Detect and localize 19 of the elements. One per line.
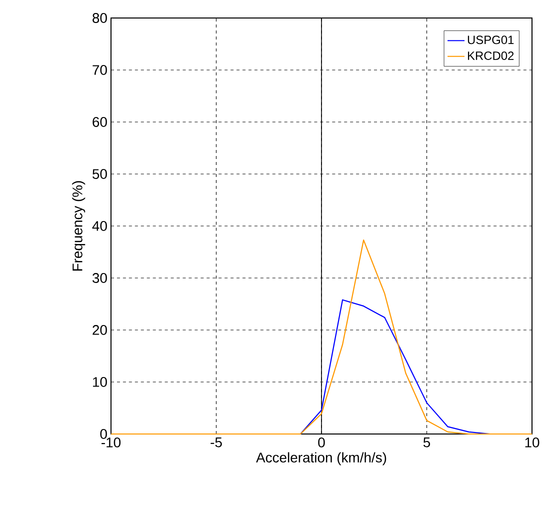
line-series <box>300 299 490 435</box>
x-tick-label: 10 <box>525 438 540 448</box>
y-tick-label: 10 <box>93 377 107 387</box>
y-tick-label: 30 <box>92 273 107 283</box>
y-tick-label: 60 <box>92 117 107 127</box>
x-tick-label: -5 <box>210 438 222 448</box>
legend-label: USPG01 <box>468 36 514 44</box>
y-tick-label: 40 <box>92 221 107 231</box>
y-tick-label: 50 <box>92 169 107 179</box>
x-tick-label: 0 <box>318 438 325 448</box>
legend-label: KRCD02 <box>468 51 514 60</box>
y-tick-label: 20 <box>92 325 107 335</box>
y-tick-label: 70 <box>92 65 107 75</box>
y-tick-label: 80 <box>92 13 107 23</box>
x-tick-label: 5 <box>423 438 430 448</box>
x-axis-title: Acceleration (km/h/s) <box>256 452 386 466</box>
x-tick-label: -10 <box>102 438 121 448</box>
y-tick-label: 0 <box>100 429 107 439</box>
y-axis-title: Frequency (%) <box>72 181 86 271</box>
